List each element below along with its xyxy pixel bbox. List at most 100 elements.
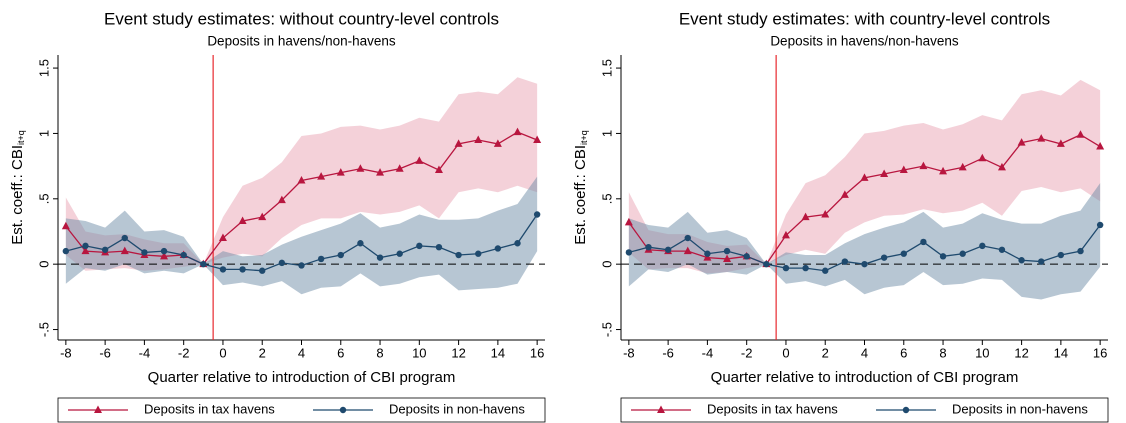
marker	[455, 251, 462, 259]
marker	[821, 209, 830, 218]
x-tick-label: -4	[702, 345, 714, 360]
chart-subtitle: Deposits in havens/non-havens	[770, 34, 959, 49]
x-tick-label: 12	[1014, 345, 1028, 360]
marker	[1096, 221, 1104, 229]
marker	[781, 230, 790, 239]
y-tick-label: 1	[599, 130, 614, 137]
marker	[919, 161, 928, 170]
marker	[861, 260, 868, 268]
marker	[684, 234, 691, 242]
marker	[900, 250, 907, 257]
x-tick-label: 12	[451, 345, 465, 360]
x-axis-label: Quarter relative to introduction of CBI …	[148, 369, 456, 386]
marker	[1017, 138, 1026, 146]
marker	[160, 247, 168, 255]
marker	[336, 168, 345, 176]
marker	[664, 246, 672, 253]
marker	[258, 212, 267, 221]
marker	[239, 266, 246, 273]
confidence-band	[65, 176, 538, 295]
marker	[645, 243, 652, 251]
legend-label: Deposits in non-havens	[389, 401, 525, 416]
x-tick-label: 16	[530, 345, 544, 360]
marker	[339, 406, 347, 414]
marker	[141, 249, 148, 256]
x-tick-label: 2	[259, 345, 266, 360]
chart-subtitle: Deposits in havens/non-havens	[207, 34, 396, 49]
marker	[1038, 258, 1045, 265]
marker	[298, 262, 305, 269]
marker	[94, 405, 102, 413]
y-tick-label: 1	[36, 130, 51, 137]
y-tick-label: 1.5	[599, 59, 614, 77]
marker	[624, 217, 633, 226]
marker	[416, 242, 423, 250]
y-tick-label: .5	[36, 193, 51, 204]
x-tick-label: -4	[139, 345, 151, 360]
legend-box	[620, 397, 1109, 423]
marker	[723, 247, 731, 255]
y-axis-label: Est. coeff.: CBIit+q	[572, 130, 589, 245]
marker	[513, 127, 522, 136]
confidence-band	[65, 77, 538, 271]
marker	[356, 164, 365, 172]
marker	[396, 250, 403, 257]
marker	[902, 406, 910, 414]
marker	[704, 250, 711, 257]
x-tick-label: 8	[376, 345, 383, 360]
marker	[533, 135, 542, 143]
marker	[415, 156, 424, 164]
x-tick-label: 4	[861, 345, 868, 360]
y-axis-label-main: Est. coeff.: CBI	[9, 145, 26, 245]
marker	[337, 251, 344, 259]
marker	[1018, 257, 1025, 264]
marker	[860, 173, 869, 181]
x-tick-label: -6	[99, 345, 111, 360]
y-axis-label-main: Est. coeff.: CBI	[572, 145, 589, 245]
marker	[376, 168, 385, 176]
marker	[278, 259, 286, 267]
marker	[454, 139, 463, 147]
x-tick-label: -6	[662, 345, 674, 360]
marker	[1076, 130, 1085, 138]
x-tick-label: 10	[412, 345, 426, 360]
marker	[657, 405, 665, 413]
marker	[1096, 142, 1105, 150]
marker	[880, 254, 888, 261]
y-tick-label: 0	[36, 261, 51, 268]
legend-label: Deposits in tax havens	[144, 401, 275, 416]
x-tick-label: 0	[219, 345, 226, 360]
marker	[979, 242, 986, 250]
marker	[160, 251, 169, 260]
marker	[82, 242, 89, 250]
chart-panel: Event study estimates: without country-l…	[9, 9, 546, 423]
x-tick-label: 14	[491, 345, 505, 360]
confidence-band	[628, 183, 1101, 300]
legend-label: Deposits in non-havens	[952, 401, 1088, 416]
y-tick-label: -.5	[36, 322, 51, 337]
marker	[841, 258, 849, 265]
marker	[763, 260, 770, 268]
marker	[357, 240, 364, 247]
legend-label: Deposits in tax havens	[707, 401, 838, 416]
y-axis-label-subscript: it+q	[16, 130, 26, 145]
marker	[493, 139, 502, 147]
marker	[1077, 247, 1084, 255]
x-tick-label: 6	[337, 345, 344, 360]
marker	[822, 267, 829, 274]
marker	[978, 153, 987, 162]
y-tick-label: 1.5	[36, 59, 51, 77]
marker	[120, 246, 129, 255]
marker	[219, 266, 227, 273]
chart-title: Event study estimates: without country-l…	[104, 9, 499, 28]
marker	[625, 249, 633, 256]
x-tick-label: 4	[298, 345, 305, 360]
marker	[238, 216, 247, 225]
marker	[474, 135, 483, 143]
marker	[62, 247, 70, 255]
legend-box	[57, 397, 546, 423]
x-axis-label: Quarter relative to introduction of CBI …	[711, 369, 1019, 386]
x-tick-label: 2	[822, 345, 829, 360]
marker	[61, 221, 70, 230]
